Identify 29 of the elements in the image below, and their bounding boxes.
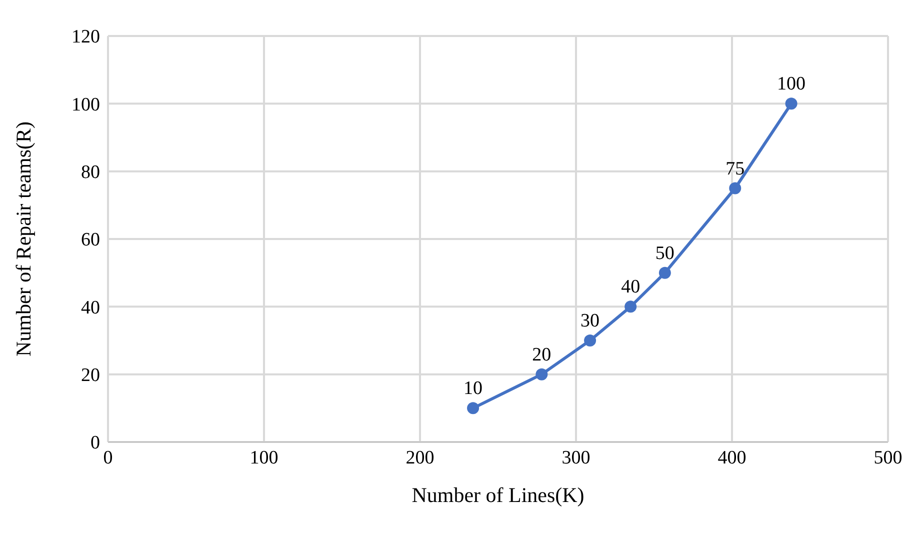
data-label: 30	[580, 310, 600, 332]
point	[584, 334, 596, 346]
data-label: 75	[726, 158, 745, 180]
x-tick-label: 300	[562, 447, 590, 468]
data-label: 10	[464, 378, 483, 400]
x-tick-label: 100	[250, 447, 278, 468]
y-tick-label: 40	[81, 297, 100, 318]
data-label: 40	[621, 276, 640, 298]
data-label: 20	[532, 344, 552, 366]
y-tick-label: 120	[72, 26, 100, 48]
x-tick-label: 200	[406, 447, 434, 468]
x-tick-label: 500	[874, 447, 902, 468]
point	[624, 300, 637, 313]
x-tick-label: 0	[103, 447, 113, 468]
point	[785, 98, 798, 110]
y-tick-label: 100	[72, 94, 100, 116]
data-label: 100	[777, 74, 806, 95]
y-tick-label: 0	[90, 432, 100, 454]
point	[536, 368, 548, 380]
y-axis-title: Number of Repair teams(R)	[11, 121, 36, 357]
x-tick-label: 400	[718, 447, 746, 468]
data-label: 50	[655, 242, 674, 264]
y-tick-label: 60	[81, 230, 100, 251]
y-tick-label: 80	[81, 162, 100, 184]
x-axis-title: Number of Lines(K)	[412, 483, 584, 507]
point	[729, 182, 742, 194]
point	[658, 266, 671, 279]
y-tick-label: 20	[81, 365, 100, 386]
point	[467, 402, 480, 414]
